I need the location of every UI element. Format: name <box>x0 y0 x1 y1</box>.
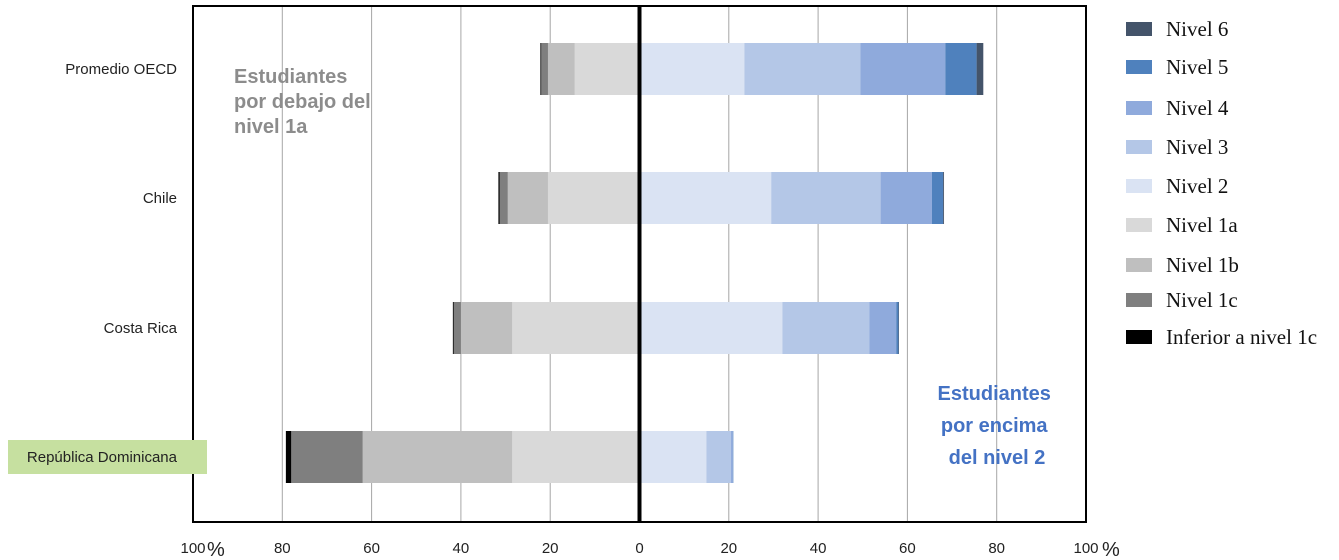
bars <box>285 43 984 483</box>
bar-segment <box>499 172 508 224</box>
legend-swatch <box>1126 140 1152 154</box>
highlight-background <box>8 440 207 474</box>
x-tick-label: 0 <box>635 540 643 557</box>
x-tick-label: 60 <box>363 540 380 557</box>
bar-segment <box>460 302 513 354</box>
bar-segment <box>860 43 946 95</box>
legend-label: Nivel 1c <box>1166 288 1238 312</box>
bar-segment <box>639 172 772 224</box>
legend-swatch <box>1126 258 1152 272</box>
bar-segment <box>771 172 881 224</box>
legend-label: Nivel 2 <box>1166 174 1228 198</box>
category-label: República Dominicana <box>27 449 178 466</box>
bar-segment <box>453 302 461 354</box>
bar-segment <box>547 43 575 95</box>
bar-segment <box>732 431 734 483</box>
legend-swatch <box>1126 22 1152 36</box>
bar-segment <box>639 43 745 95</box>
bar-segment <box>782 302 870 354</box>
legend-swatch <box>1126 60 1152 74</box>
x-unit-right: % <box>1102 539 1120 560</box>
legend-swatch <box>1126 330 1152 344</box>
x-tick-label: 100 <box>180 540 205 557</box>
bar-segment <box>362 431 513 483</box>
x-tick-label: 100 <box>1073 540 1098 557</box>
bar-segment <box>574 43 640 95</box>
bar-segment <box>498 172 500 224</box>
annotation-above-line: por encima <box>941 415 1049 437</box>
bar-segment <box>540 43 542 95</box>
bar-segment <box>880 172 932 224</box>
legend-label: Inferior a nivel 1c <box>1166 325 1317 349</box>
bar-segment <box>512 431 640 483</box>
legend: Nivel 6 Nivel 5 Nivel 4 Nivel 3 Nivel 2 Nivel… <box>1126 17 1317 349</box>
annotation-below-line: por debajo del <box>234 91 371 113</box>
bar-segment <box>512 302 640 354</box>
legend-label: Nivel 4 <box>1166 96 1229 120</box>
bar-segment <box>285 431 292 483</box>
x-tick-label: 60 <box>899 540 916 557</box>
annotation-above-line: Estudiantes <box>938 383 1051 405</box>
bar-segment <box>945 43 977 95</box>
x-tick-label: 20 <box>720 540 737 557</box>
category-label: Costa Rica <box>104 320 178 337</box>
category-label: Chile <box>143 190 177 207</box>
legend-label: Nivel 1b <box>1166 253 1239 277</box>
highlight-layer <box>8 440 207 474</box>
annotation-above-line: del nivel 2 <box>949 447 1046 469</box>
legend-label: Nivel 1a <box>1166 213 1238 237</box>
legend-swatch <box>1126 293 1152 307</box>
legend-swatch <box>1126 101 1152 115</box>
country-labels: Promedio OECD Chile Costa Rica República Do… <box>27 61 178 466</box>
bar-segment <box>898 302 899 354</box>
x-unit-left: % <box>207 539 225 560</box>
bar-segment <box>452 302 454 354</box>
bar-segment <box>507 172 548 224</box>
legend-label: Nivel 5 <box>1166 55 1228 79</box>
bar-segment <box>976 43 984 95</box>
bar-segment <box>706 431 732 483</box>
bar-segment <box>869 302 897 354</box>
legend-swatch <box>1126 218 1152 232</box>
bar-segment <box>541 43 548 95</box>
bar-segment <box>943 172 945 224</box>
annotation-below-line: nivel 1a <box>234 116 308 138</box>
x-tick-label: 80 <box>988 540 1005 557</box>
legend-label: Nivel 6 <box>1166 17 1228 41</box>
annotation-above-level: Estudiantes por encima del nivel 2 <box>938 383 1057 469</box>
bar-segment <box>639 431 707 483</box>
tick-labels: 100 80 60 40 20 0 20 40 60 80 100 <box>180 540 1098 557</box>
bar-segment <box>931 172 944 224</box>
bar-segment <box>896 302 899 354</box>
annotation-below-level: Estudiantes por debajo del nivel 1a <box>234 66 376 138</box>
bar-segment <box>731 431 733 483</box>
bar-segment <box>547 172 640 224</box>
bar-segment <box>744 43 861 95</box>
legend-swatch <box>1126 179 1152 193</box>
x-tick-label: 40 <box>453 540 470 557</box>
bar-segment <box>291 431 363 483</box>
legend-label: Nivel 3 <box>1166 135 1228 159</box>
x-tick-label: 20 <box>542 540 559 557</box>
annotation-below-line: Estudiantes <box>234 66 347 88</box>
x-tick-label: 40 <box>810 540 827 557</box>
category-label: Promedio OECD <box>65 61 177 78</box>
x-tick-label: 80 <box>274 540 291 557</box>
bar-segment <box>639 302 783 354</box>
